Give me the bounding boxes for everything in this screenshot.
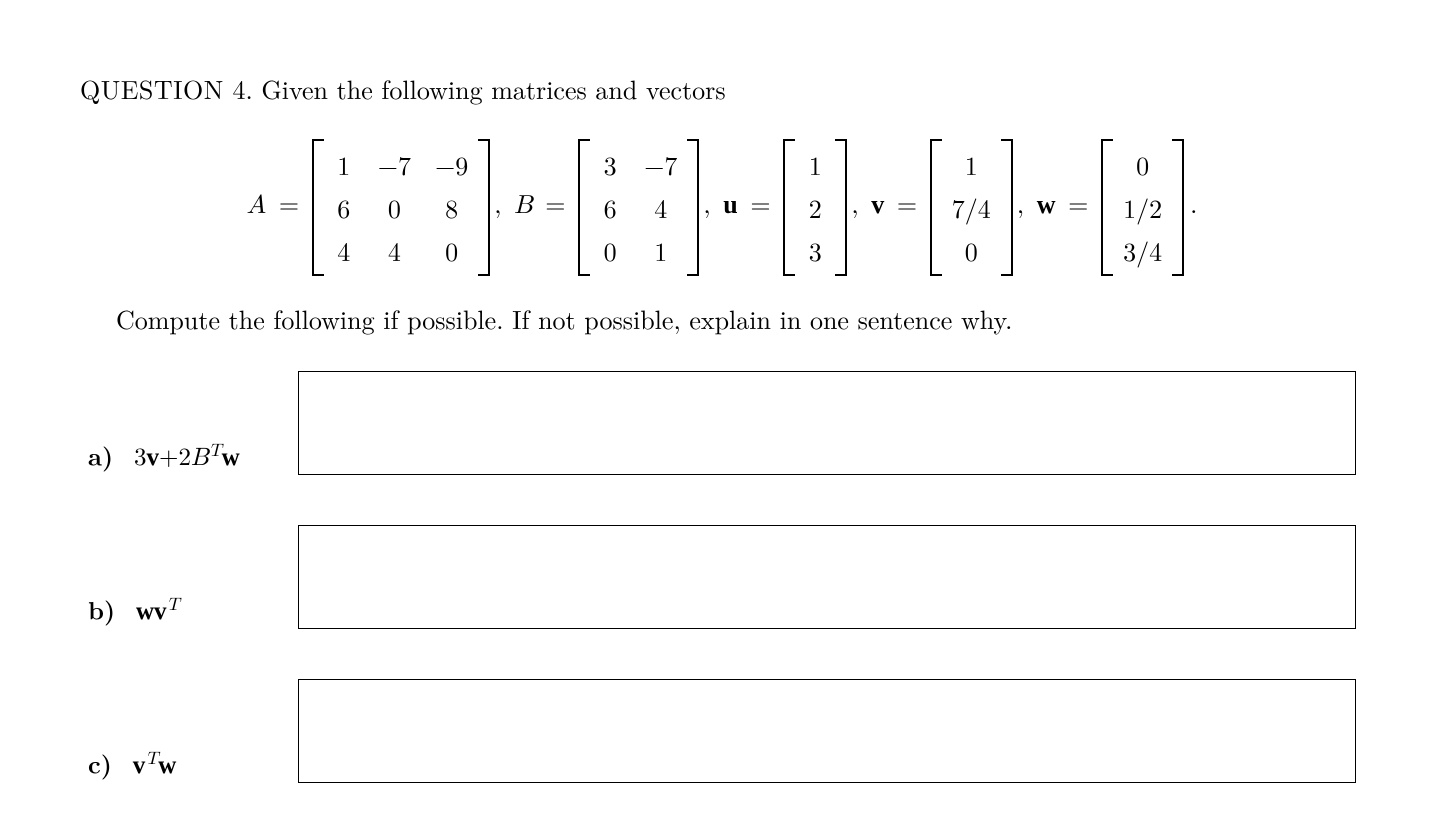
vector-w-name: w — [1037, 190, 1056, 219]
question-number: 4. — [232, 70, 252, 107]
page: QUESTION 4. Given the following matrices… — [0, 0, 1444, 840]
instruction-text: Compute the following if possible. If no… — [116, 300, 1364, 337]
part-b-answer-box[interactable] — [298, 525, 1356, 629]
question-label: QUESTION — [80, 70, 224, 107]
vector-w: 0 1/2 3/4 — [1101, 143, 1184, 272]
part-a-row: a) 3v+2BTw — [80, 371, 1364, 475]
part-a-label: a) 3v+2BTw — [80, 437, 298, 475]
vector-v-name: v — [871, 190, 884, 219]
vector-v: 1 7/4 0 — [930, 143, 1013, 272]
question-prompt: Given the following matrices and vectors — [261, 70, 725, 107]
part-c-label: c) vTw — [80, 745, 298, 783]
vector-u: 1 2 3 — [783, 143, 847, 272]
matrix-definitions: A = 1−7−9 608 440 , B = 3−7 64 01 , u = — [80, 143, 1364, 272]
question-header: QUESTION 4. Given the following matrices… — [80, 70, 1364, 107]
part-c-expression: vTw — [133, 746, 177, 781]
part-c-answer-box[interactable] — [298, 679, 1356, 783]
matrix-B-name: B — [514, 193, 532, 219]
part-b-label: b) wvT — [80, 591, 298, 629]
matrix-A: 1−7−9 608 440 — [312, 143, 490, 272]
part-b-row: b) wvT — [80, 525, 1364, 629]
part-c-row: c) vTw — [80, 679, 1364, 783]
matrix-A-name: A — [247, 193, 267, 219]
part-b-expression: wvT — [136, 592, 180, 627]
matrix-B: 3−7 64 01 — [578, 143, 699, 272]
vector-u-name: u — [723, 190, 737, 219]
part-a-answer-box[interactable] — [298, 371, 1356, 475]
part-a-expression: 3v+2BTw — [134, 438, 240, 473]
